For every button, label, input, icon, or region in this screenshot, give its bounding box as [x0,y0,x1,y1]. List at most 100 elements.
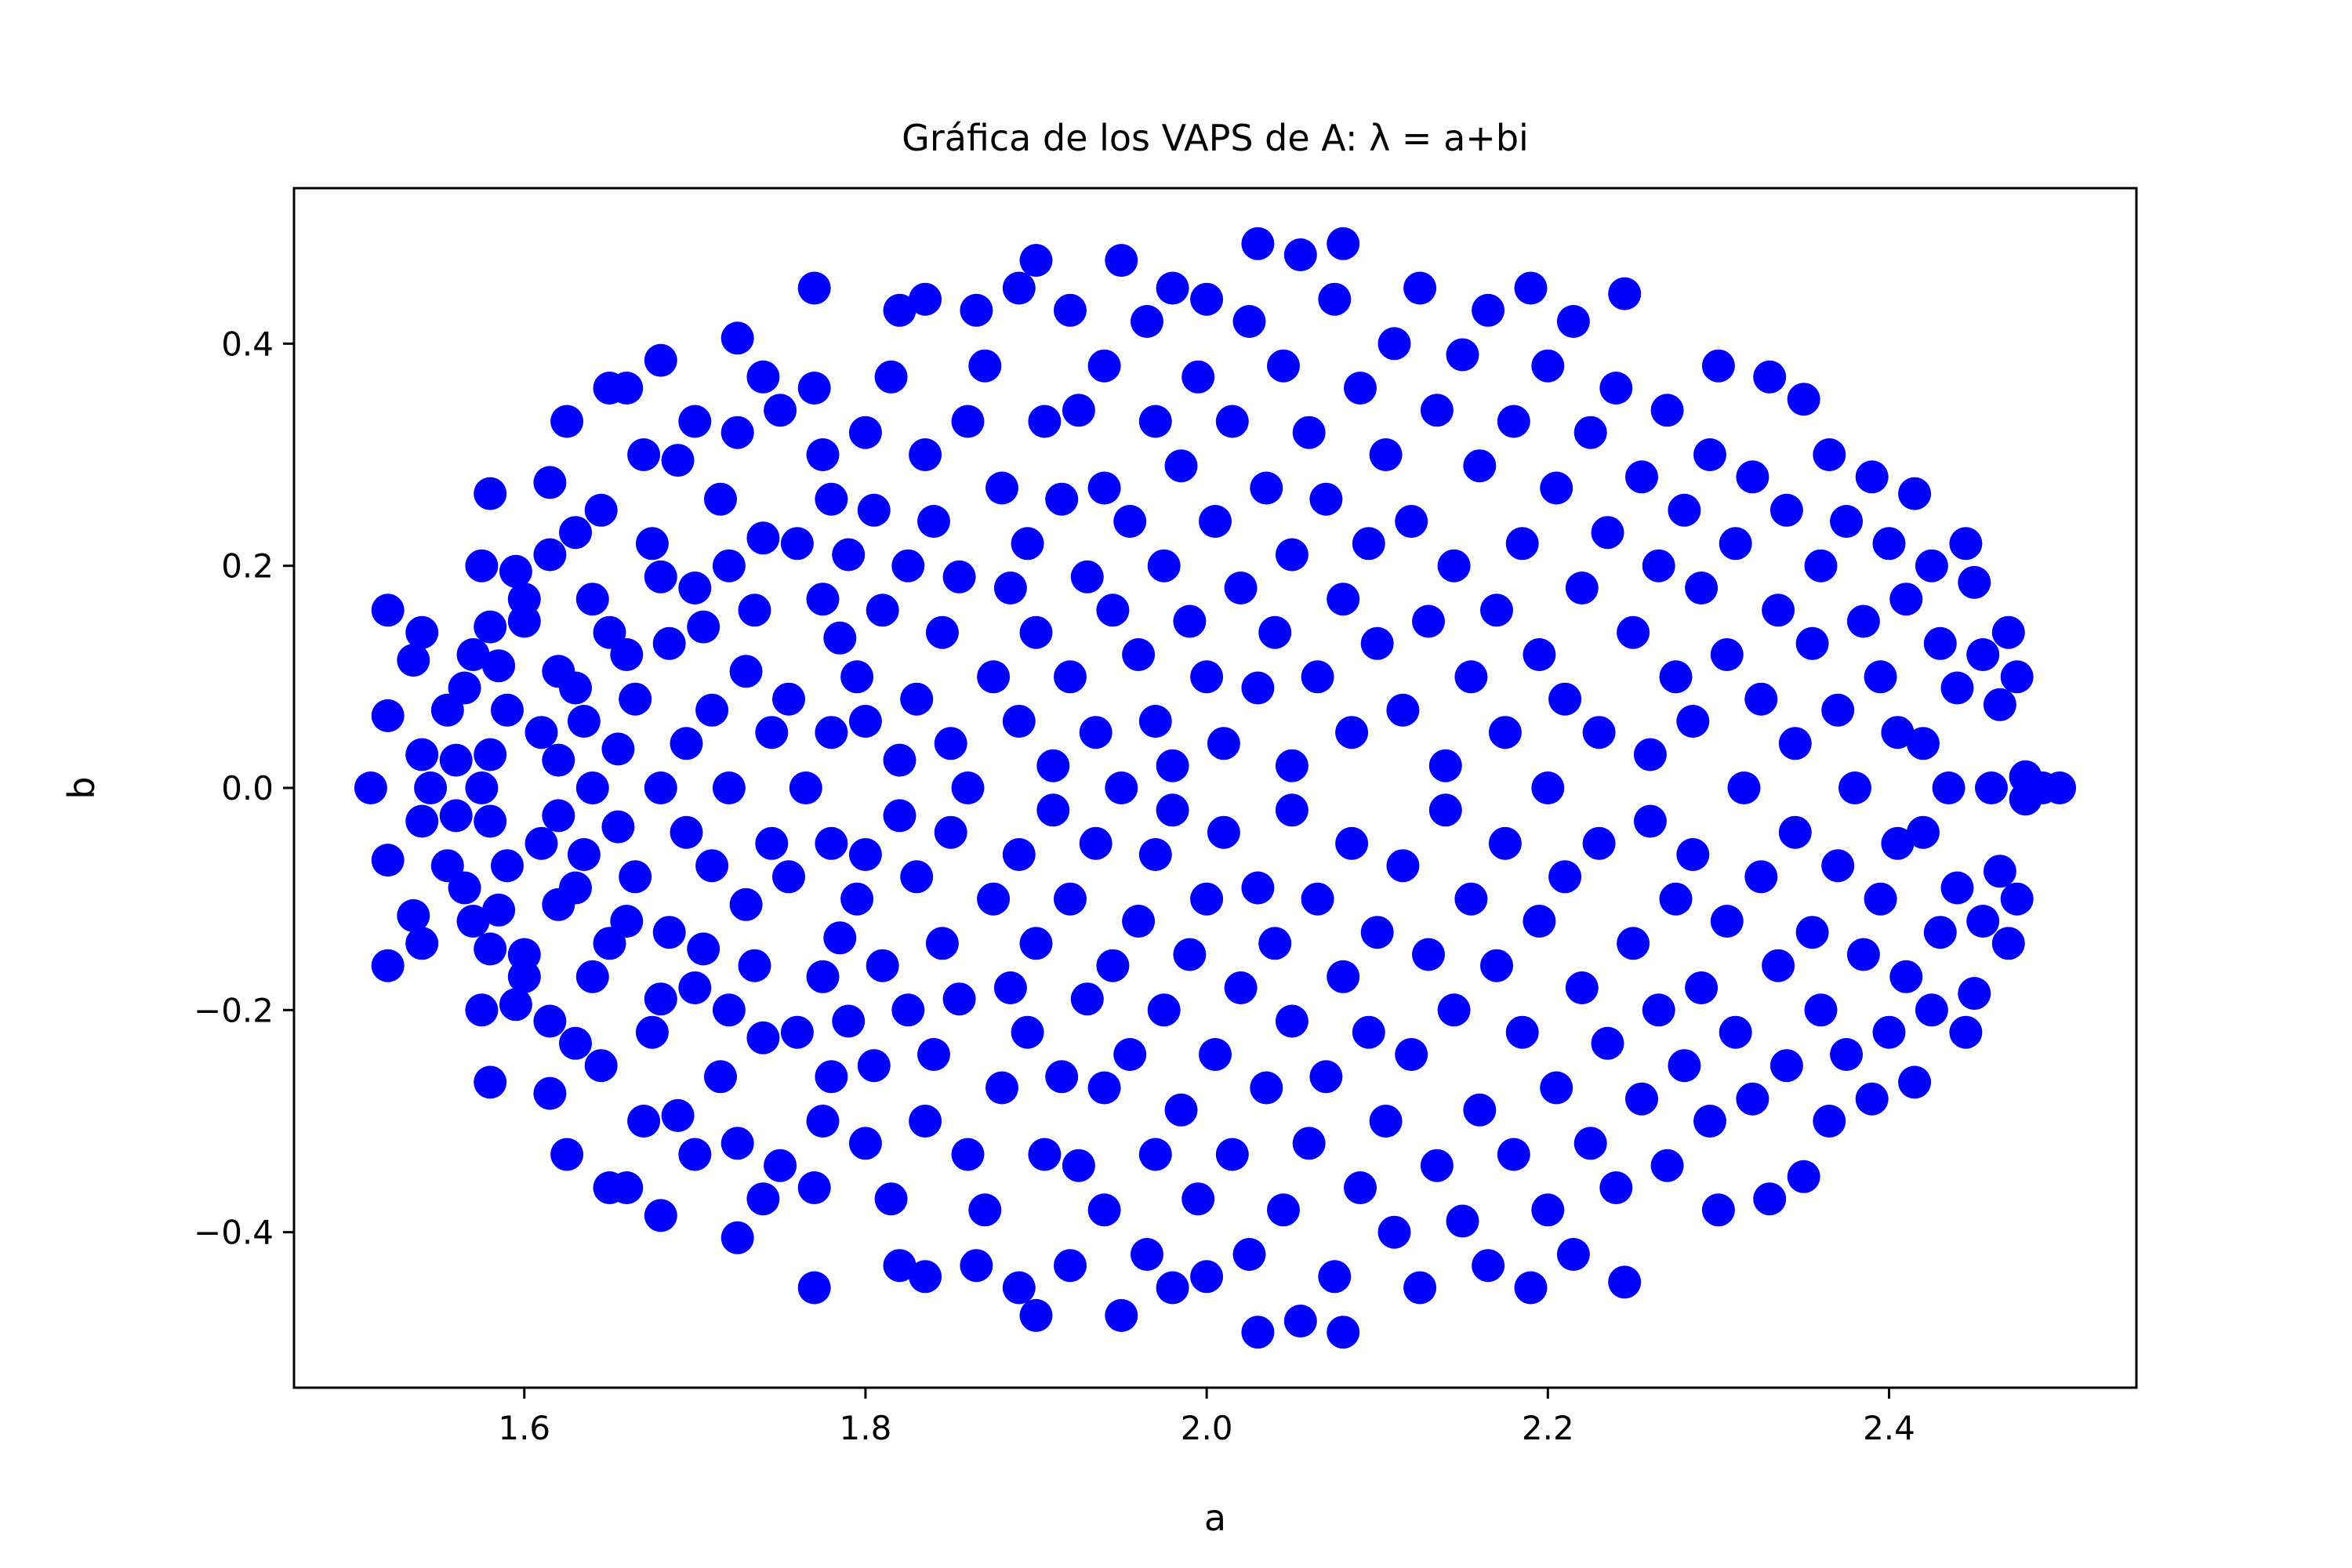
data-point [1019,1298,1053,1332]
data-point [1949,527,1983,561]
data-point [1762,949,1795,982]
data-point [1821,849,1855,883]
data-point [1096,593,1130,627]
data-point [1940,871,1974,905]
data-point [593,615,626,649]
data-point [1983,855,2016,888]
data-point [985,1071,1018,1105]
data-point [1275,538,1308,572]
data-point [1472,293,1505,327]
data-point [1778,727,1812,760]
data-point [1991,615,2025,649]
data-point [1138,838,1172,871]
data-point [1599,1171,1633,1204]
data-point [524,826,558,860]
data-point [1608,277,1642,310]
data-point [1275,749,1308,782]
data-point [1898,1065,1932,1099]
data-point [815,826,848,860]
data-point [610,1171,644,1204]
data-point [1036,749,1070,782]
data-point [575,771,609,804]
data-point [559,871,592,905]
data-point [610,638,644,671]
data-point [960,293,993,327]
data-point [652,626,686,660]
data-point [1625,460,1658,494]
data-point [1079,716,1112,750]
data-point [1787,1160,1820,1193]
data-point [720,1127,754,1160]
data-point [1087,1193,1121,1227]
data-point [993,971,1027,1004]
data-point [1045,1060,1079,1094]
data-point [1002,1271,1036,1305]
data-point [397,898,430,932]
data-point [1505,1015,1539,1049]
data-point [687,932,720,966]
data-point [1821,693,1855,727]
data-point [1173,938,1207,971]
data-point [1318,282,1352,316]
data-point [1744,682,1778,716]
data-point [832,538,866,572]
data-point [1813,1105,1846,1138]
data-point [1327,227,1360,260]
data-point [465,993,499,1027]
data-point [1642,549,1675,583]
data-point [371,844,405,877]
data-point [1054,660,1087,694]
data-point [448,671,481,705]
data-point [1991,927,2025,960]
data-point [474,477,507,510]
data-point [610,905,644,938]
data-point [1199,505,1232,538]
data-point [1556,1238,1590,1271]
data-point [1514,1271,1548,1305]
data-point [1958,565,1991,599]
data-point [533,1076,567,1110]
data-point [823,921,857,955]
data-point [1642,993,1675,1027]
data-point [1335,716,1369,750]
data-point [1002,838,1036,871]
data-point [815,1060,848,1094]
data-point [619,682,652,716]
data-point [909,1260,942,1294]
data-point [977,882,1011,916]
data-point [1207,815,1240,849]
data-point [1207,727,1240,760]
data-point [1428,793,1462,827]
data-point [661,1098,695,1132]
data-point [2043,771,2077,804]
data-point [559,671,592,705]
data-point [1693,1105,1726,1138]
data-point [797,1271,831,1305]
data-point [371,699,405,732]
data-point [354,771,387,804]
data-point [1548,682,1582,716]
data-point [951,771,985,804]
data-point [1241,227,1275,260]
data-point [1454,882,1488,916]
data-point [465,549,499,583]
data-point [1523,905,1556,938]
data-point [1138,405,1172,438]
data-point [1898,477,1932,510]
data-point [1156,1271,1189,1305]
data-point [1804,993,1838,1027]
data-point [729,887,763,921]
y-tick-label: 0.4 [221,325,274,363]
data-point [1855,1082,1889,1116]
data-point [695,693,729,727]
data-point [371,949,405,982]
data-point [1395,1038,1428,1071]
data-point [883,293,916,327]
data-point [524,716,558,750]
data-point [430,693,464,727]
data-point [1701,1193,1735,1227]
y-tick-label: 0.0 [221,769,274,808]
data-point [1360,916,1394,949]
data-point [797,1171,831,1204]
data-point [985,471,1018,505]
